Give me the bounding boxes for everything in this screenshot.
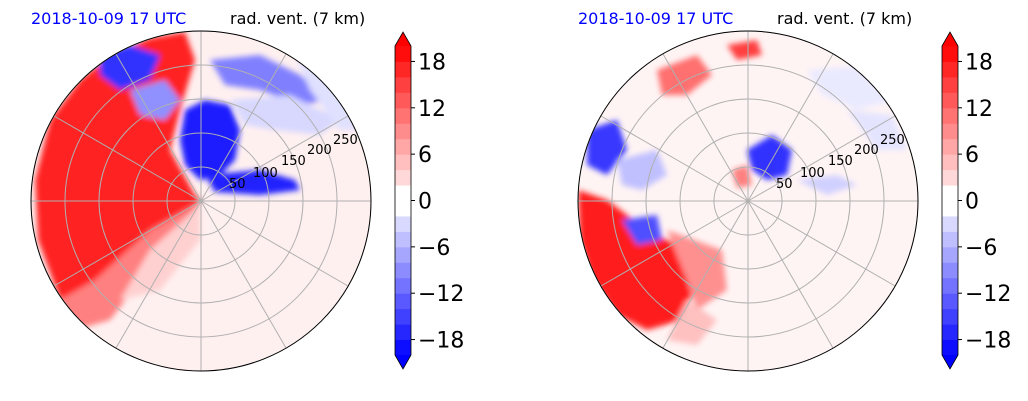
colorbar-level bbox=[395, 324, 411, 341]
colorbar-level bbox=[942, 324, 958, 341]
panel-variable-label: rad. vent. (7 km) bbox=[777, 9, 913, 28]
colorbar-level bbox=[395, 231, 411, 248]
azimuth-spokes bbox=[578, 31, 918, 371]
colorbar-level bbox=[395, 76, 411, 93]
colorbar-tick-label: −18 bbox=[418, 329, 464, 354]
range-label-150: 150 bbox=[828, 154, 853, 169]
range-label-200: 200 bbox=[307, 143, 332, 158]
colorbar-extend-min bbox=[395, 355, 411, 369]
colorbar-level bbox=[942, 76, 958, 93]
colorbar-tick-label: 6 bbox=[418, 143, 432, 168]
colorbar-level bbox=[942, 308, 958, 325]
colorbar-level bbox=[395, 308, 411, 325]
range-label-50: 50 bbox=[776, 177, 793, 192]
colorbar-level bbox=[942, 107, 958, 124]
colorbar-level bbox=[395, 339, 411, 356]
colorbar-tick-label: −12 bbox=[965, 282, 1011, 307]
colorbar-tick-label: −18 bbox=[965, 329, 1011, 354]
colorbar-level bbox=[942, 246, 958, 263]
colorbar-extend-max bbox=[395, 32, 411, 46]
colorbar-level bbox=[395, 92, 411, 109]
range-label-100: 100 bbox=[253, 166, 278, 181]
colorbar-level bbox=[942, 185, 958, 201]
colorbar-level bbox=[942, 277, 958, 294]
colorbar-extend-min bbox=[942, 355, 958, 369]
panel-variable-label: rad. vent. (7 km) bbox=[230, 9, 366, 28]
colorbar-level bbox=[395, 154, 411, 171]
colorbar-tick-label: 12 bbox=[418, 97, 446, 122]
velocity-field bbox=[578, 31, 918, 371]
velocity-field bbox=[31, 31, 371, 371]
colorbar-level bbox=[395, 293, 411, 310]
colorbar-tick-label: 6 bbox=[965, 143, 979, 168]
colorbar-tick-label: 12 bbox=[965, 97, 993, 122]
colorbar-level bbox=[395, 46, 411, 62]
colorbar-level bbox=[395, 185, 411, 201]
range-label-250: 250 bbox=[880, 133, 905, 148]
range-labels: 50 100 150 200 250 bbox=[229, 133, 358, 192]
colorbar-tick-label: 18 bbox=[418, 50, 446, 75]
colorbar-level bbox=[942, 339, 958, 356]
plot-boundary bbox=[30, 30, 372, 372]
colorbar-outline bbox=[394, 31, 412, 370]
colorbar-tick-label: 0 bbox=[965, 190, 979, 215]
colorbar-level bbox=[395, 277, 411, 294]
colorbar-level bbox=[395, 169, 411, 186]
colorbar-extend-max bbox=[942, 32, 958, 46]
colorbar-level bbox=[395, 61, 411, 78]
colorbar-tick-label: −6 bbox=[418, 236, 450, 261]
colorbar: −18 −12 −6 0 6 12 18 bbox=[941, 31, 1011, 370]
colorbar-level bbox=[942, 262, 958, 279]
radar-panel-right: 2018-10-09 17 UTC rad. vent. (7 km) bbox=[547, 0, 1028, 401]
range-label-250: 250 bbox=[333, 133, 358, 148]
colorbar-tick-label: −6 bbox=[965, 236, 997, 261]
colorbar-level bbox=[395, 262, 411, 279]
colorbar-level bbox=[395, 215, 411, 232]
radar-plot: 50 100 150 200 250 −18 −12 −6 0 6 12 18 bbox=[577, 30, 1011, 372]
range-labels: 50 100 150 200 250 bbox=[776, 133, 905, 192]
colorbar: −18 −12 −6 0 6 12 18 bbox=[394, 31, 464, 370]
colorbar-level bbox=[942, 46, 958, 62]
colorbar-level bbox=[942, 123, 958, 140]
colorbar-level bbox=[395, 107, 411, 124]
colorbar-tick-label: 0 bbox=[418, 190, 432, 215]
colorbar-outline bbox=[941, 31, 959, 370]
range-label-100: 100 bbox=[800, 166, 825, 181]
colorbar-level bbox=[942, 138, 958, 155]
range-label-150: 150 bbox=[281, 154, 306, 169]
colorbar-level bbox=[942, 61, 958, 78]
colorbar-level bbox=[942, 231, 958, 248]
range-label-50: 50 bbox=[229, 177, 246, 192]
azimuth-spokes bbox=[31, 31, 371, 371]
colorbar-level bbox=[942, 92, 958, 109]
panel-time-label: 2018-10-09 17 UTC bbox=[578, 9, 734, 28]
plot-boundary bbox=[577, 30, 919, 372]
radar-plot: 50 100 150 200 250 −18 −12 −6 0 6 12 18 bbox=[30, 30, 464, 372]
colorbar-level bbox=[942, 169, 958, 186]
colorbar-tick-label: 18 bbox=[965, 50, 993, 75]
colorbar-level bbox=[942, 215, 958, 232]
radar-panel-left: 2018-10-09 17 UTC rad. vent. (7 km) bbox=[30, 9, 464, 372]
colorbar-level bbox=[942, 200, 958, 217]
colorbar-level bbox=[395, 200, 411, 217]
colorbar-level bbox=[395, 138, 411, 155]
colorbar-level bbox=[942, 154, 958, 171]
colorbar-level bbox=[395, 123, 411, 140]
colorbar-level bbox=[395, 246, 411, 263]
range-label-200: 200 bbox=[854, 143, 879, 158]
colorbar-level bbox=[942, 293, 958, 310]
colorbar-tick-label: −12 bbox=[418, 282, 464, 307]
panel-time-label: 2018-10-09 17 UTC bbox=[31, 9, 187, 28]
